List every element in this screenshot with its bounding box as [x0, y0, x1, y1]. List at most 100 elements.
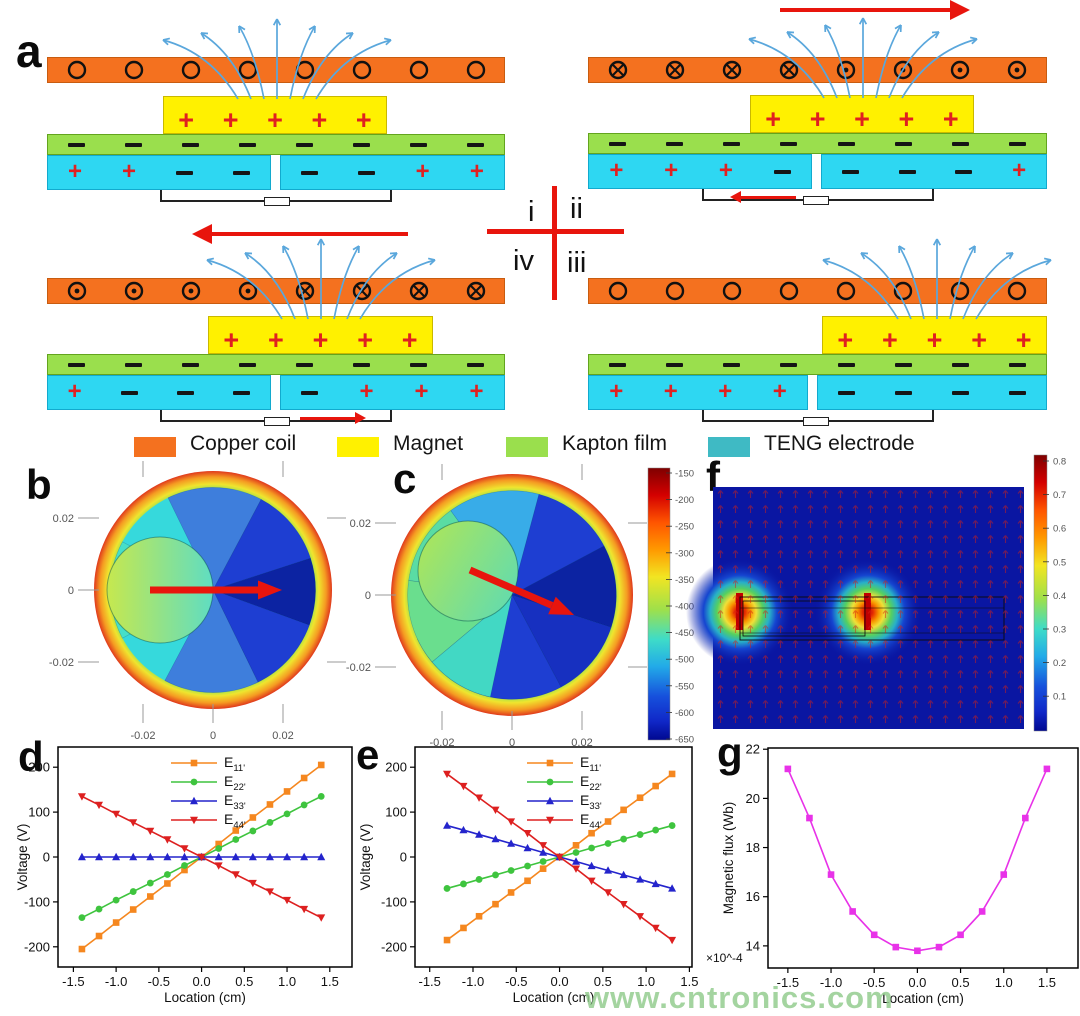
- legend-label: E44': [224, 811, 246, 831]
- coil-symbol-ring: [466, 60, 485, 80]
- legend-label: E22': [224, 773, 246, 793]
- data-point: [619, 870, 628, 879]
- data-point: [129, 906, 137, 913]
- coil-symbol-ring: [67, 281, 86, 301]
- minus-charge: [838, 390, 855, 395]
- coil-cross-symbol: [295, 281, 315, 301]
- colorbar-tick-label: -150: [675, 469, 694, 480]
- field-line-arrowhead: [822, 257, 831, 261]
- coil-symbol-ring: [1008, 281, 1027, 301]
- minus-charge: [894, 362, 912, 367]
- data-point: [147, 893, 154, 900]
- panel-c-label: c: [393, 455, 417, 502]
- field-line-arrowhead: [1043, 257, 1052, 261]
- colorbar-tick-label: -250: [675, 522, 694, 533]
- coil-dot-symbol: [893, 60, 913, 80]
- plus-charge: +: [178, 105, 195, 136]
- coil-dot: [900, 67, 906, 73]
- field-line-arrowhead: [206, 259, 213, 266]
- plus-charge: +: [942, 104, 959, 135]
- coil-dot-symbol: [950, 60, 970, 80]
- field-line-arrowhead: [968, 245, 976, 251]
- data-point: [146, 827, 155, 836]
- colorbar-tick-label: 0.6: [1053, 524, 1066, 535]
- teng-electrode-left: +: [47, 375, 271, 410]
- minus-charge: [609, 141, 627, 146]
- field-line-arrowhead: [385, 39, 392, 46]
- current-arrow-head: [730, 191, 741, 203]
- data-point: [604, 866, 613, 874]
- data-point: [507, 839, 516, 847]
- circuit-wire: [702, 189, 704, 199]
- data-point: [604, 889, 613, 897]
- circuit-wire: [390, 190, 392, 202]
- data-point: [283, 896, 292, 905]
- kapton-film-layer: [588, 133, 1047, 154]
- y-tick-label: 18: [746, 840, 760, 855]
- minus-charge: [353, 142, 370, 147]
- data-point: [214, 862, 223, 870]
- data-point: [636, 875, 645, 883]
- minus-charge: [666, 362, 684, 367]
- plus-charge: +: [67, 378, 82, 406]
- x-tick-label: -0.5: [148, 974, 170, 989]
- x-tick-label: -0.5: [505, 974, 527, 989]
- magnetization-arrow: [258, 580, 282, 600]
- data-point: [317, 852, 326, 861]
- field-line-arrowhead: [862, 17, 868, 25]
- colorbar-magnetic: 0.8 0.7 0.6 0.5 0.4 0.3 0.2 0.1: [1033, 454, 1066, 732]
- field-line-arrowhead: [392, 252, 398, 260]
- field-line-arrowhead: [429, 259, 436, 266]
- vector-field: [713, 487, 1024, 729]
- data-point: [129, 888, 137, 895]
- state-label-iii: iii: [567, 247, 587, 279]
- coil-cross-symbol: [608, 60, 628, 80]
- field-line-arrowhead: [1008, 252, 1014, 260]
- copper-coil-layer: [47, 57, 505, 83]
- minus-charge: [301, 170, 319, 175]
- legend-label: E33': [580, 792, 602, 812]
- tspan: E: [580, 754, 589, 770]
- field-line-arrowhead: [824, 24, 832, 30]
- colorbar-tick-label: -400: [675, 602, 694, 613]
- circuit-wire: [160, 190, 162, 200]
- potential-sector: [511, 493, 605, 596]
- data-point: [636, 794, 644, 802]
- plus-charge: +: [926, 325, 943, 356]
- data-point: [459, 825, 468, 834]
- kapton-film-layer: [47, 354, 505, 375]
- field-line-arrowhead: [898, 245, 906, 251]
- plus-charge: +: [718, 157, 733, 185]
- field-line-arrowhead: [894, 24, 902, 30]
- minus-charge: [723, 141, 741, 146]
- kapton-film-layer: [588, 354, 1047, 375]
- x-tick-label: 1.0: [278, 974, 296, 989]
- legend-label: E11': [224, 754, 245, 774]
- y-tick-label: 200: [385, 760, 407, 775]
- y-axis-title: Magnetic flux (Wb): [721, 802, 736, 915]
- field-line-arrowhead: [320, 238, 326, 246]
- minus-charge: [239, 362, 256, 367]
- tspan: E: [580, 773, 589, 789]
- current-arrow-line: [300, 417, 356, 420]
- state-label-ii: ii: [570, 193, 583, 225]
- coil-symbol-ring: [893, 281, 913, 301]
- data-point: [163, 852, 172, 861]
- potential-sector: [212, 499, 311, 591]
- minus-charge: [68, 142, 85, 147]
- data-point: [215, 845, 223, 852]
- coil-dot: [74, 288, 79, 294]
- legend-swatch-2: [506, 437, 548, 457]
- data-point: [266, 801, 274, 808]
- data-point: [112, 810, 121, 819]
- y-tick-label: 100: [385, 805, 407, 820]
- data-point: [180, 852, 189, 861]
- field-line-arrowhead: [272, 18, 278, 26]
- tspan: E: [580, 811, 589, 827]
- teng-electrode-right: + + +: [280, 375, 505, 410]
- chart-voltage-reverse: -200 -100 0 100 200 -1.5 -1.0 -0.5 0.0 0.5 1.0 1.5 L…: [358, 746, 698, 1005]
- coil-dot: [1015, 67, 1020, 73]
- data-point: [668, 770, 676, 778]
- motion-arrow-line: [208, 232, 408, 236]
- field-line-arrowhead: [858, 17, 864, 25]
